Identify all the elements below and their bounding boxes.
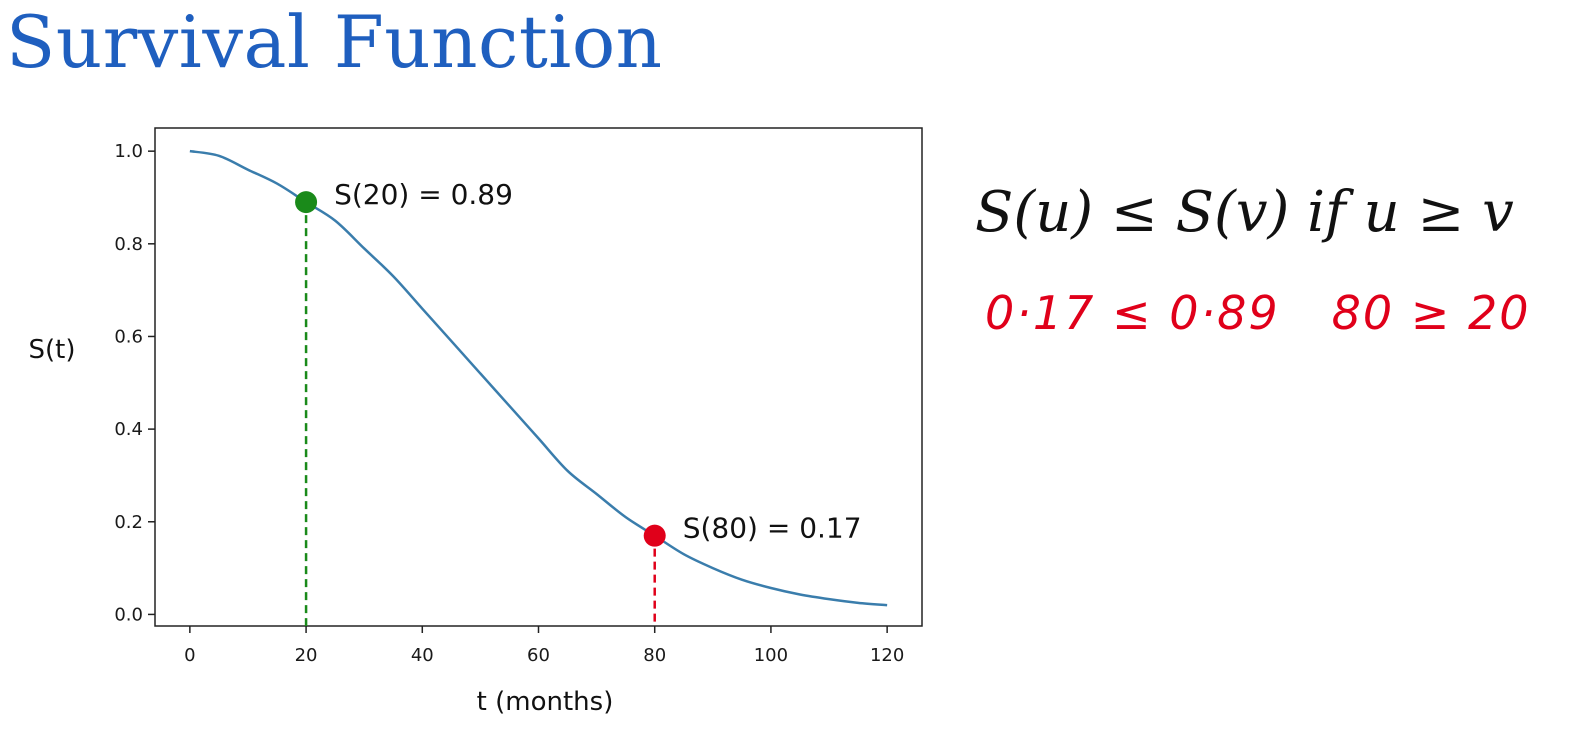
annotation-point: [295, 191, 318, 214]
annotation-point: [643, 524, 666, 547]
handwritten-note-left: 0·17 ≤ 0·89: [985, 286, 1280, 340]
x-tick-label: 60: [527, 645, 550, 666]
monotonicity-formula: S(u) ≤ S(v) if u ≥ v: [975, 180, 1514, 245]
x-tick-label: 0: [184, 645, 195, 666]
y-tick-label: 0.2: [114, 512, 143, 533]
y-tick-label: 1.0: [114, 141, 143, 162]
y-tick-label: 0.0: [114, 604, 143, 625]
handwritten-note-right: 80 ≥ 20: [1331, 286, 1531, 340]
slide-title: Survival Function: [6, 0, 663, 84]
plot-frame: [154, 127, 923, 627]
x-tick-label: 40: [411, 645, 434, 666]
x-tick-label: 20: [295, 645, 318, 666]
y-tick-label: 0.6: [114, 326, 143, 347]
y-tick-label: 0.8: [114, 234, 143, 255]
x-tick-label: 120: [870, 645, 904, 666]
annotation-label: S(80) = 0.17: [683, 512, 862, 545]
x-tick-label: 80: [643, 645, 666, 666]
x-tick-label: 100: [754, 645, 788, 666]
x-axis-label: t (months): [477, 687, 614, 717]
y-tick-label: 0.4: [114, 419, 143, 440]
y-axis-label: S(t): [29, 335, 76, 365]
annotation-label: S(20) = 0.89: [334, 178, 513, 211]
handwritten-note: 0·17 ≤ 0·89 80 ≥ 20: [985, 286, 1580, 340]
